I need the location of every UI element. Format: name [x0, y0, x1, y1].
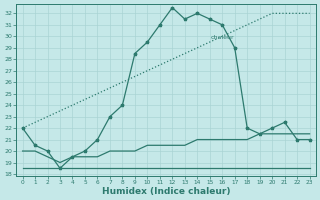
Text: chaleur: chaleur [211, 35, 234, 40]
X-axis label: Humidex (Indice chaleur): Humidex (Indice chaleur) [102, 187, 230, 196]
